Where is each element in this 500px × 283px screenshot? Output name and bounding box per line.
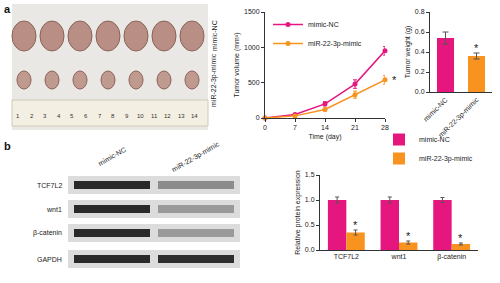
svg-text:13: 13 [178,113,185,119]
svg-text:7: 7 [98,113,102,119]
svg-text:miR-22-3p-mimic: miR-22-3p-mimic [308,40,362,48]
svg-text:0: 0 [263,124,267,131]
svg-text:TCF7L2: TCF7L2 [37,182,62,189]
svg-text:0.8: 0.8 [415,8,425,15]
svg-text:β-catenin: β-catenin [33,229,62,237]
svg-text:*: * [458,232,463,244]
svg-text:6: 6 [84,113,88,119]
svg-text:500: 500 [248,79,260,86]
svg-text:4: 4 [57,113,61,119]
svg-text:5: 5 [70,113,74,119]
svg-text:1.0: 1.0 [305,196,315,203]
svg-text:*: * [392,74,397,86]
svg-text:10: 10 [137,113,144,119]
svg-text:wnt1: wnt1 [391,253,407,260]
svg-text:0.0: 0.0 [305,246,315,253]
svg-text:21: 21 [351,124,359,131]
svg-text:wnt1: wnt1 [46,206,62,213]
svg-text:b: b [4,140,11,152]
svg-text:mimic-NC: mimic-NC [211,20,218,51]
svg-text:miR-22-3p-mimic: miR-22-3p-mimic [437,96,481,140]
svg-text:0.0: 0.0 [415,88,425,95]
svg-text:8: 8 [111,113,115,119]
svg-text:3: 3 [43,113,47,119]
svg-text:14: 14 [191,113,198,119]
svg-text:9: 9 [125,113,129,119]
svg-text:12: 12 [164,113,171,119]
svg-text:Relative protein expression: Relative protein expression [294,170,302,255]
svg-text:1: 1 [16,113,20,119]
svg-text:β-catenin: β-catenin [437,253,466,261]
svg-text:*: * [474,42,479,54]
svg-text:*: * [406,230,411,242]
svg-text:0.6: 0.6 [415,28,425,35]
svg-text:TCF7L2: TCF7L2 [334,253,359,260]
svg-text:11: 11 [151,113,158,119]
svg-text:Time (day): Time (day) [308,133,341,141]
svg-text:0.2: 0.2 [415,68,425,75]
svg-text:miR-22-3p-mimic: miR-22-3p-mimic [210,53,218,107]
svg-text:7: 7 [293,124,297,131]
svg-text:Tumor volume (mm³): Tumor volume (mm³) [233,32,241,97]
svg-text:1500: 1500 [244,8,260,15]
svg-text:GAPDH: GAPDH [37,256,62,263]
svg-text:a: a [4,3,11,15]
svg-text:miR-22-3p-mimic: miR-22-3p-mimic [171,140,222,174]
svg-text:1000: 1000 [244,44,260,51]
svg-text:mimic-NC: mimic-NC [97,146,127,167]
svg-text:0.5: 0.5 [305,221,315,228]
svg-text:mimic-NC: mimic-NC [308,21,339,28]
svg-text:*: * [353,219,358,231]
svg-text:2: 2 [30,113,34,119]
svg-text:1.5: 1.5 [305,171,315,178]
svg-text:mimic-NC: mimic-NC [419,136,450,143]
svg-text:miR-22-3p-mimic: miR-22-3p-mimic [419,155,473,163]
svg-text:0: 0 [256,114,260,121]
svg-text:mimic-NC: mimic-NC [422,96,449,123]
svg-text:14: 14 [321,124,329,131]
svg-text:0.4: 0.4 [415,48,425,55]
svg-text:28: 28 [381,124,389,131]
svg-text:Tumor weight (g): Tumor weight (g) [404,26,412,79]
